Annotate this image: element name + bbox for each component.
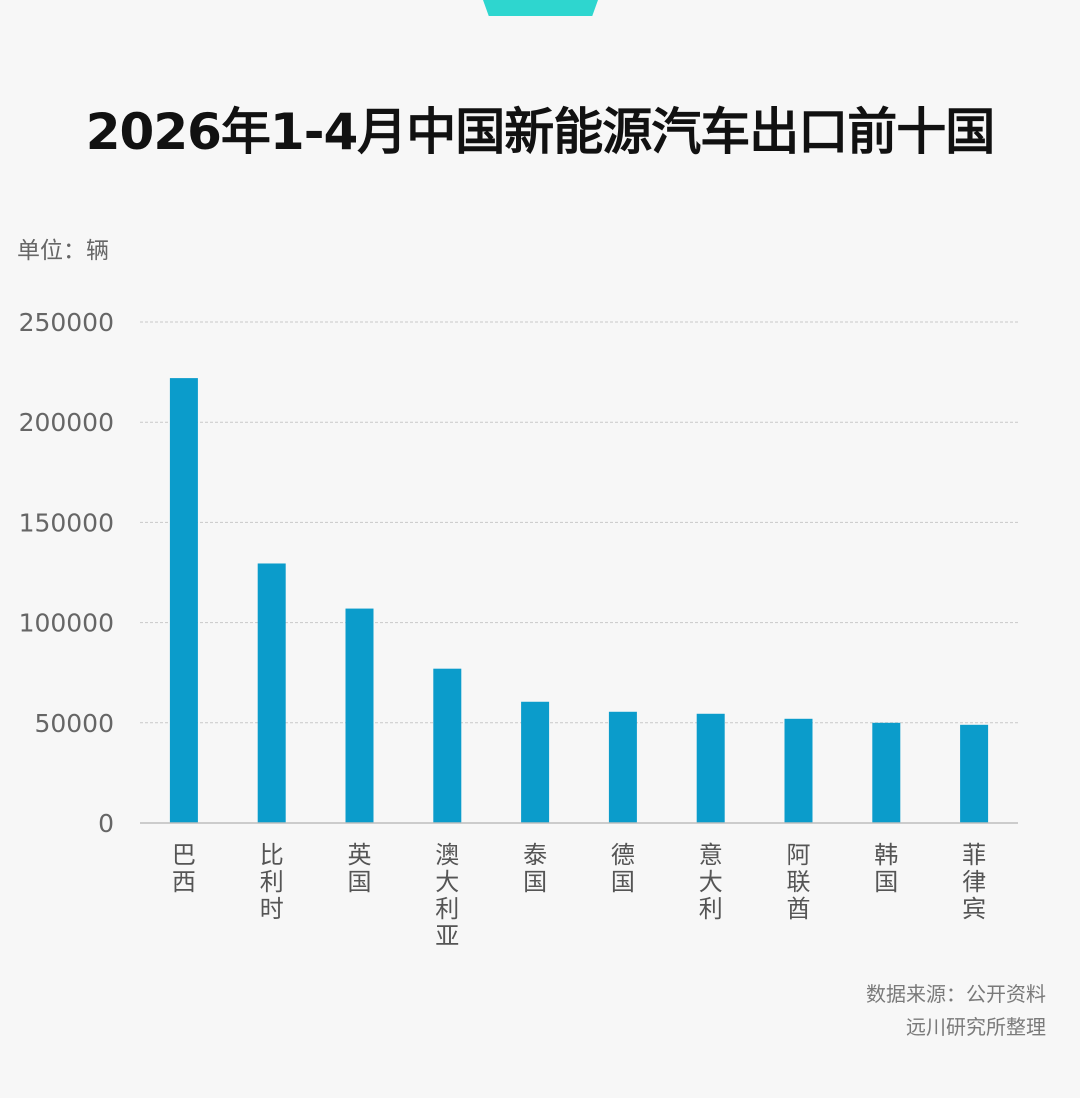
y-tick-label: 200000 [19,408,114,437]
bar [345,608,374,823]
x-axis-labels: 巴西 比利时 英国 澳大利亚 泰国 德国 意大利 阿联酋 韩国 菲律宾 [172,841,986,950]
x-tick-label: 巴西 [172,841,196,896]
data-source-note: 数据来源：公开资料 [866,982,1046,1006]
bar [696,713,725,823]
y-tick-label: 100000 [19,609,114,638]
y-tick-label: 0 [98,809,114,838]
bar [784,718,813,823]
bar [960,724,989,823]
grid-lines [140,321,1018,724]
bar [433,668,462,823]
bar [169,378,198,823]
x-tick-label: 德国 [611,841,635,896]
bars [169,378,989,823]
x-tick-label: 澳大利亚 [435,841,459,950]
x-tick-label: 阿联酋 [787,841,811,923]
x-tick-label: 菲律宾 [962,841,986,923]
x-tick-label: 泰国 [523,841,547,896]
bar [257,563,286,823]
x-tick-label: 意大利 [699,841,723,923]
y-tick-label: 150000 [19,508,114,537]
x-tick-label: 比利时 [260,841,284,923]
unit-label: 单位：辆 [17,238,109,264]
top-accent-tab [483,0,598,16]
bar [872,722,901,823]
bar [608,711,637,823]
y-tick-label: 250000 [19,308,114,337]
x-tick-label: 韩国 [874,841,898,896]
bar [521,701,550,823]
y-axis-ticks: 0 50000 100000 150000 200000 250000 [19,308,114,838]
chart-title: 2026年1-4月中国新能源汽车出口前十国 [85,103,996,161]
y-tick-label: 50000 [34,709,114,738]
compiler-note: 远川研究所整理 [906,1015,1046,1039]
x-tick-label: 英国 [348,841,372,896]
